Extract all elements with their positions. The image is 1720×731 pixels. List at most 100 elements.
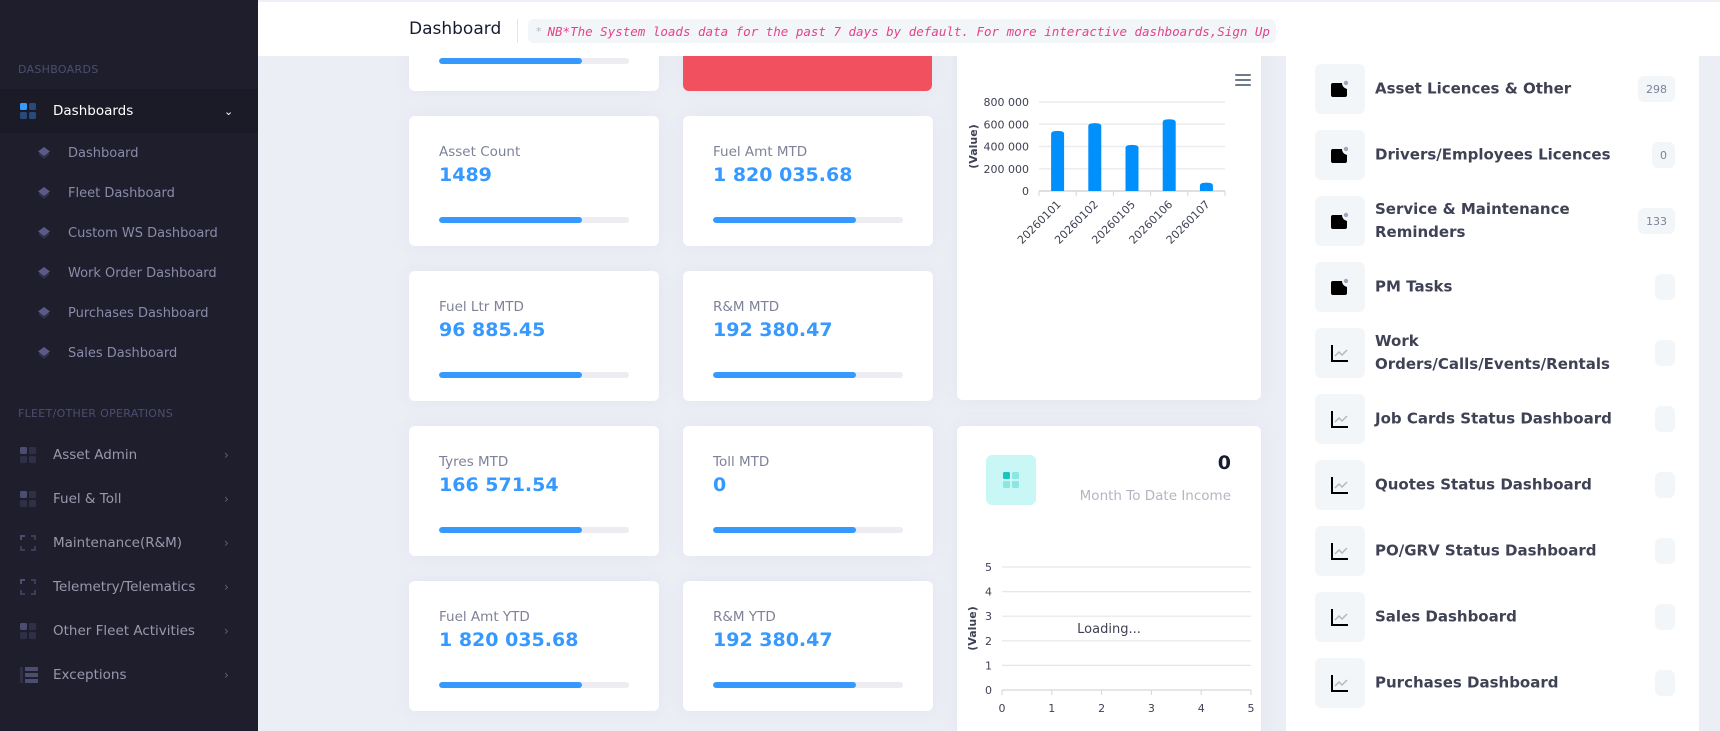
sidebar-subitem-label: Purchases Dashboard bbox=[68, 305, 209, 321]
y-tick-label: 5 bbox=[985, 561, 992, 574]
sidebar-subitem[interactable]: Work Order Dashboard bbox=[0, 255, 258, 291]
layers-icon bbox=[36, 306, 50, 320]
grid-icon bbox=[20, 491, 36, 507]
count-badge: 133 bbox=[1638, 208, 1675, 234]
count-badge bbox=[1655, 274, 1675, 300]
quick-link-label: Purchases Dashboard bbox=[1375, 673, 1559, 692]
grid-icon bbox=[20, 447, 36, 463]
sidebar-item-label: Exceptions bbox=[53, 667, 127, 683]
bar[interactable] bbox=[1125, 144, 1139, 191]
chevron-right-icon: › bbox=[224, 492, 229, 506]
bar[interactable] bbox=[1051, 130, 1065, 191]
progress-bar bbox=[439, 682, 629, 688]
quick-link-item[interactable]: Sales Dashboard bbox=[1315, 592, 1675, 642]
note-marker: * bbox=[536, 24, 542, 38]
progress-bar bbox=[439, 217, 629, 223]
stat-value: 0 bbox=[713, 474, 727, 496]
x-tick-label: 3 bbox=[1148, 702, 1155, 715]
progress-bar bbox=[439, 58, 629, 64]
count-badge bbox=[1655, 340, 1675, 366]
bar[interactable] bbox=[1162, 119, 1176, 191]
income-card: 0 Month To Date Income 0 1 2 3 4 5 0 1 2 3 4 5 (Valu… bbox=[957, 426, 1261, 731]
sidebar-item[interactable]: Other Fleet Activities › bbox=[0, 609, 258, 653]
count-badge bbox=[1655, 604, 1675, 630]
y-tick-label: 3 bbox=[985, 610, 992, 623]
chevron-down-icon: ⌄ bbox=[224, 104, 234, 118]
sidebar-subitem[interactable]: Dashboard bbox=[0, 135, 258, 171]
progress-fill bbox=[439, 217, 582, 223]
count-badge: 0 bbox=[1652, 142, 1675, 168]
stat-card: R&M MTD 192 380.47 bbox=[683, 271, 933, 401]
quick-link-item[interactable]: PO/GRV Status Dashboard bbox=[1315, 526, 1675, 576]
progress-fill bbox=[713, 527, 856, 533]
stat-value: 192 380.47 bbox=[713, 319, 833, 341]
quick-link-item[interactable]: PM Tasks bbox=[1315, 262, 1675, 312]
stat-label: Toll MTD bbox=[713, 454, 770, 470]
x-tick-label: 2 bbox=[1098, 702, 1105, 715]
layers-icon bbox=[36, 226, 50, 240]
stat-label: Asset Count bbox=[439, 144, 521, 160]
y-tick-label: 0 bbox=[1022, 185, 1029, 198]
quick-link-label: Work Orders/Calls/Events/Rentals bbox=[1375, 332, 1610, 373]
quick-link-item[interactable]: Job Cards Status Dashboard bbox=[1315, 394, 1675, 444]
sidebar-subitem[interactable]: Fleet Dashboard bbox=[0, 175, 258, 211]
sidebar-subitem[interactable]: Custom WS Dashboard bbox=[0, 215, 258, 251]
stat-label: Fuel Amt MTD bbox=[713, 144, 808, 160]
y-tick-label: 200 000 bbox=[984, 163, 1030, 176]
progress-bar bbox=[713, 217, 903, 223]
layers-icon bbox=[36, 186, 50, 200]
sidebar-section-dashboards: DASHBOARDS bbox=[18, 63, 99, 76]
list-icon bbox=[20, 667, 38, 683]
chart-menu-icon[interactable] bbox=[1235, 74, 1251, 86]
sidebar-item[interactable]: Telemetry/Telematics › bbox=[0, 565, 258, 609]
y-tick-label: 600 000 bbox=[984, 118, 1030, 131]
income-value: 0 bbox=[1217, 452, 1231, 474]
sidebar-item[interactable]: Maintenance(R&M) › bbox=[0, 521, 258, 565]
stat-label: Tyres MTD bbox=[439, 454, 509, 470]
sidebar: DASHBOARDS Dashboards ⌄ Dashboard Fleet D… bbox=[0, 0, 258, 731]
progress-bar bbox=[713, 527, 903, 533]
count-badge bbox=[1655, 538, 1675, 564]
x-tick-label: 1 bbox=[1048, 702, 1055, 715]
sidebar-item-label: Asset Admin bbox=[53, 447, 138, 463]
count-badge bbox=[1655, 670, 1675, 696]
x-tick-label: 0 bbox=[999, 702, 1006, 715]
quick-link-label: Asset Licences & Other bbox=[1375, 79, 1572, 98]
sidebar-item-label: Fuel & Toll bbox=[53, 491, 122, 507]
header-divider bbox=[517, 19, 518, 43]
income-icon bbox=[986, 455, 1036, 505]
calendar-dot-icon bbox=[1315, 64, 1365, 114]
quick-link-item[interactable]: Service & Maintenance Reminders 133 bbox=[1315, 196, 1675, 246]
quick-link-item[interactable]: Asset Licences & Other 298 bbox=[1315, 64, 1675, 114]
sidebar-item[interactable]: Asset Admin › bbox=[0, 433, 258, 477]
quick-link-item[interactable]: Quotes Status Dashboard bbox=[1315, 460, 1675, 510]
sidebar-item[interactable]: Fuel & Toll › bbox=[0, 477, 258, 521]
progress-fill bbox=[439, 527, 582, 533]
stat-card: Toll MTD 0 bbox=[683, 426, 933, 556]
dashboards-grid-icon bbox=[20, 103, 36, 119]
x-tick-label: 4 bbox=[1198, 702, 1205, 715]
sidebar-subitem[interactable]: Purchases Dashboard bbox=[0, 295, 258, 331]
quick-link-item[interactable]: Purchases Dashboard bbox=[1315, 658, 1675, 708]
sidebar-subitem[interactable]: Sales Dashboard bbox=[0, 335, 258, 371]
progress-fill bbox=[713, 217, 856, 223]
bar[interactable] bbox=[1199, 182, 1213, 191]
quick-link-item[interactable]: Drivers/Employees Licences 0 bbox=[1315, 130, 1675, 180]
sidebar-subitem-label: Custom WS Dashboard bbox=[68, 225, 218, 241]
sidebar-item-label: Dashboards bbox=[53, 103, 134, 119]
stat-card: Fuel Ltr MTD 96 885.45 bbox=[409, 271, 659, 401]
stat-value: 192 380.47 bbox=[713, 629, 833, 651]
y-tick-label: 2 bbox=[985, 635, 992, 648]
y-tick-label: 0 bbox=[985, 684, 992, 697]
bar[interactable] bbox=[1088, 123, 1102, 191]
quick-link-label: Quotes Status Dashboard bbox=[1375, 475, 1592, 494]
sidebar-subitem-label: Sales Dashboard bbox=[68, 345, 178, 361]
sidebar-item[interactable]: Exceptions › bbox=[0, 653, 258, 697]
chevron-right-icon: › bbox=[224, 668, 229, 682]
quick-link-item[interactable]: Work Orders/Calls/Events/Rentals bbox=[1315, 328, 1675, 378]
sidebar-item-dashboards[interactable]: Dashboards ⌄ bbox=[0, 89, 258, 133]
progress-fill bbox=[439, 372, 582, 378]
y-tick-label: 800 000 bbox=[984, 96, 1030, 109]
stat-card: R&M YTD 192 380.47 bbox=[683, 581, 933, 711]
note-text[interactable]: NB*The System loads data for the past 7 … bbox=[547, 23, 1270, 39]
